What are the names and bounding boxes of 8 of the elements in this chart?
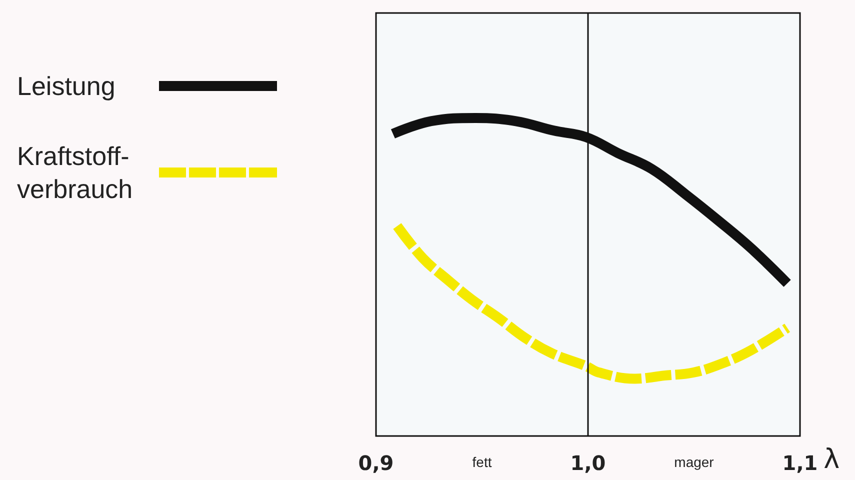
- x-axis-title: λ: [824, 444, 840, 475]
- legend-label: Leistung: [17, 71, 116, 101]
- x-tick-label: 1,1: [782, 451, 818, 475]
- text: mager: [674, 454, 714, 470]
- x-tick-label: 0,9: [358, 451, 394, 475]
- x-tick-label: 1,0: [570, 451, 606, 475]
- legend-label: Kraftstoff-verbrauch: [17, 141, 133, 204]
- text: fett: [472, 454, 492, 470]
